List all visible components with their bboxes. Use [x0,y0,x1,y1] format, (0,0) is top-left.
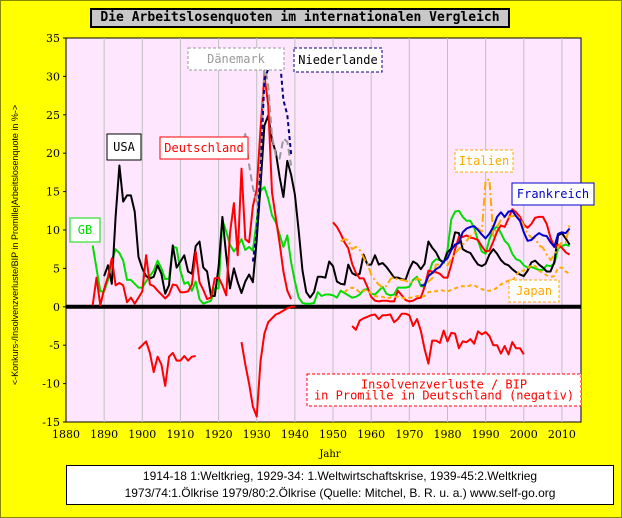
series-line-7 [343,264,571,300]
x-tick-label: 1990 [472,428,500,441]
annotation-box-7 [508,279,560,303]
annotation-label-8: Insolvenzverluste / BIP [361,378,527,392]
y-tick-label: 35 [46,32,60,45]
annotation-label-3: Dänemark [207,52,266,66]
y-tick-label: 15 [46,186,60,199]
annotation-box-3 [187,47,285,71]
series-line-3 [332,208,571,303]
x-tick-label: 2000 [510,428,538,441]
y-tick-label: 10 [46,224,60,237]
x-tick-label: 1940 [281,428,309,441]
x-tick-label: 1900 [128,428,156,441]
annotation-label-7: Japan [516,284,552,298]
y-tick-label: 20 [46,147,60,160]
footer-line-1: 1914-18 1:Weltkrieg, 1929-34: 1.Weltwirt… [142,469,538,483]
x-tick-label: 1910 [166,428,194,441]
footer-line-2: 1973/74:1.Ölkrise 1979/80:2.Ölkrise (Que… [124,486,556,500]
x-tick-label: 1960 [357,428,385,441]
x-tick-label: 1890 [90,428,118,441]
annotation-box-6 [511,182,595,206]
annotation-label-1: USA [113,140,135,154]
x-tick-label: 1970 [395,428,423,441]
annotation-label-2: Deutschland [164,141,243,155]
y-axis-label: <-Konkurs-/Insolvenzverluste/BIP in Prom… [10,104,20,386]
annotation-box-1 [106,133,142,161]
y-tick-label: -5 [49,339,60,352]
y-tick-label: -15 [42,416,60,429]
chart-title: Die Arbeitslosenquoten im internationale… [90,8,510,28]
annotation-label-4: Niederlande [298,53,377,67]
series-line-10 [240,305,295,418]
plot-area [65,37,582,423]
footer-notes: 1914-18 1:Weltkrieg, 1929-34: 1.Weltwirt… [66,465,614,505]
x-axis-label: Jahr [319,449,341,460]
y-tick-label: 25 [46,109,60,122]
annotation-box-2 [159,136,249,160]
series-line-2 [91,74,293,307]
annotation-box-5 [454,149,514,173]
series-line-11 [351,312,525,365]
x-tick-label: 1930 [243,428,271,441]
annotation-label-6: Frankreich [517,187,589,201]
series-line-1 [103,114,571,299]
x-tick-label: 1920 [205,428,233,441]
annotation-label-0: GB [78,223,92,237]
x-tick-label: 1880 [52,428,80,441]
annotation-label-5: Italien [459,154,510,168]
annotation-box-0 [69,217,101,243]
series-line-4 [240,62,293,203]
annotation-label-8: in Promille in Deutschland (negativ) [314,388,574,402]
series-line-8 [420,209,571,287]
series-line-6 [340,178,571,289]
y-tick-label: -10 [42,378,60,391]
x-tick-label: 1950 [319,428,347,441]
y-tick-label: 0 [53,301,60,314]
x-tick-label: 1980 [433,428,461,441]
y-tick-label: 5 [53,262,60,275]
y-tick-label: 30 [46,70,60,83]
annotation-box-4 [293,47,383,73]
series-line-9 [137,340,196,387]
x-tick-label: 2010 [548,428,576,441]
annotation-box-8 [306,373,582,407]
